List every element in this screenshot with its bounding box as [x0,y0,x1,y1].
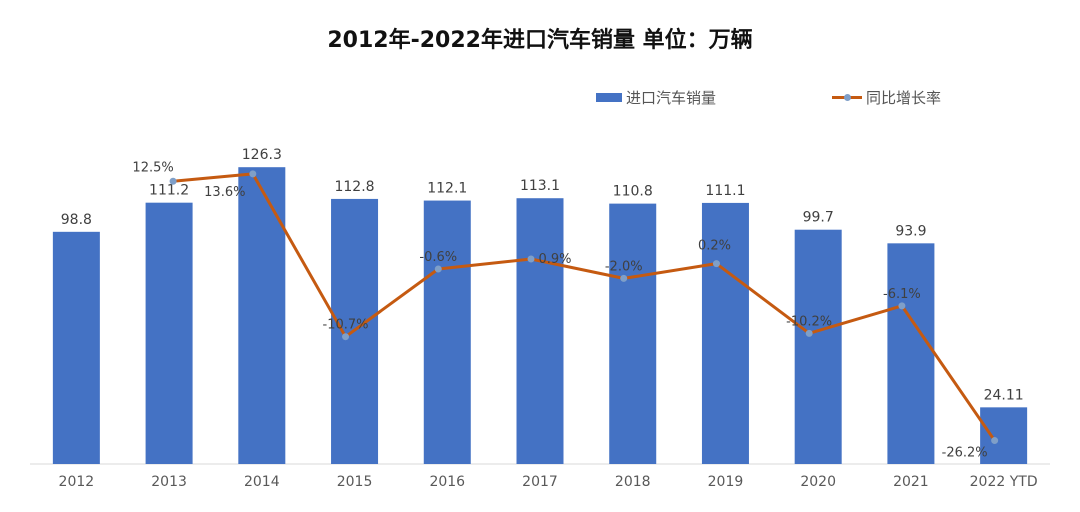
bar [145,202,193,464]
growth-line [172,172,996,442]
growth-value-label: -26.2% [942,446,988,461]
x-tick-label: 2014 [244,474,280,490]
growth-point [249,170,257,178]
x-tick-label: 2022 YTD [970,474,1038,490]
growth-point [527,255,535,263]
bar [980,407,1028,464]
growth-point [898,302,906,310]
growth-point [712,260,720,268]
growth-value-label: 0.9% [538,252,571,267]
bar-value-label: 126.3 [242,147,282,163]
growth-value-label: 13.6% [204,185,245,200]
bar-value-label: 112.1 [427,181,467,197]
bar [701,202,749,465]
legend-bar-swatch [596,93,622,102]
x-tick-label: 2012 [59,474,95,490]
bar-value-label: 111.2 [149,183,189,199]
bar-value-label: 110.8 [613,184,653,200]
x-tick-label: 2019 [708,474,744,490]
x-tick-label: 2013 [151,474,187,490]
bar-value-label: 24.11 [984,387,1024,403]
legend-line-marker [844,94,851,101]
legend-line-label: 同比增长率 [866,89,942,107]
bar [887,243,935,464]
growth-value-label: 0.2% [698,239,731,254]
x-tick-label: 2015 [337,474,373,490]
bar-value-label: 112.8 [334,179,374,195]
bar [516,198,564,464]
bar-value-label: 99.7 [803,210,834,226]
chart-title: 2012年-2022年进口汽车销量 单位：万辆 [327,28,753,53]
growth-point [169,177,177,185]
growth-point [620,274,628,282]
x-tick-label: 2016 [429,474,465,490]
growth-value-label: -6.1% [883,287,921,302]
growth-point [805,329,813,337]
bar [238,167,286,464]
bar-value-label: 113.1 [520,178,560,194]
growth-value-label: -0.6% [419,250,457,265]
bar [609,203,657,464]
x-tick-label: 2018 [615,474,651,490]
bar-value-label: 98.8 [61,212,92,228]
growth-value-label: -10.2% [786,314,832,329]
x-tick-label: 2020 [800,474,836,490]
growth-value-label: -2.0% [605,259,643,274]
bar-value-label: 111.1 [705,183,745,199]
bar [52,231,100,464]
bar [794,229,842,464]
growth-point [991,437,999,445]
growth-point [434,265,442,273]
x-tick-label: 2021 [893,474,929,490]
growth-value-label: -10.7% [323,318,369,333]
bar-value-label: 93.9 [895,223,926,239]
legend-bar-label: 进口汽车销量 [626,89,717,107]
growth-point [342,333,350,341]
growth-value-label: 12.5% [132,160,173,175]
x-tick-label: 2017 [522,474,558,490]
bar [423,200,471,464]
